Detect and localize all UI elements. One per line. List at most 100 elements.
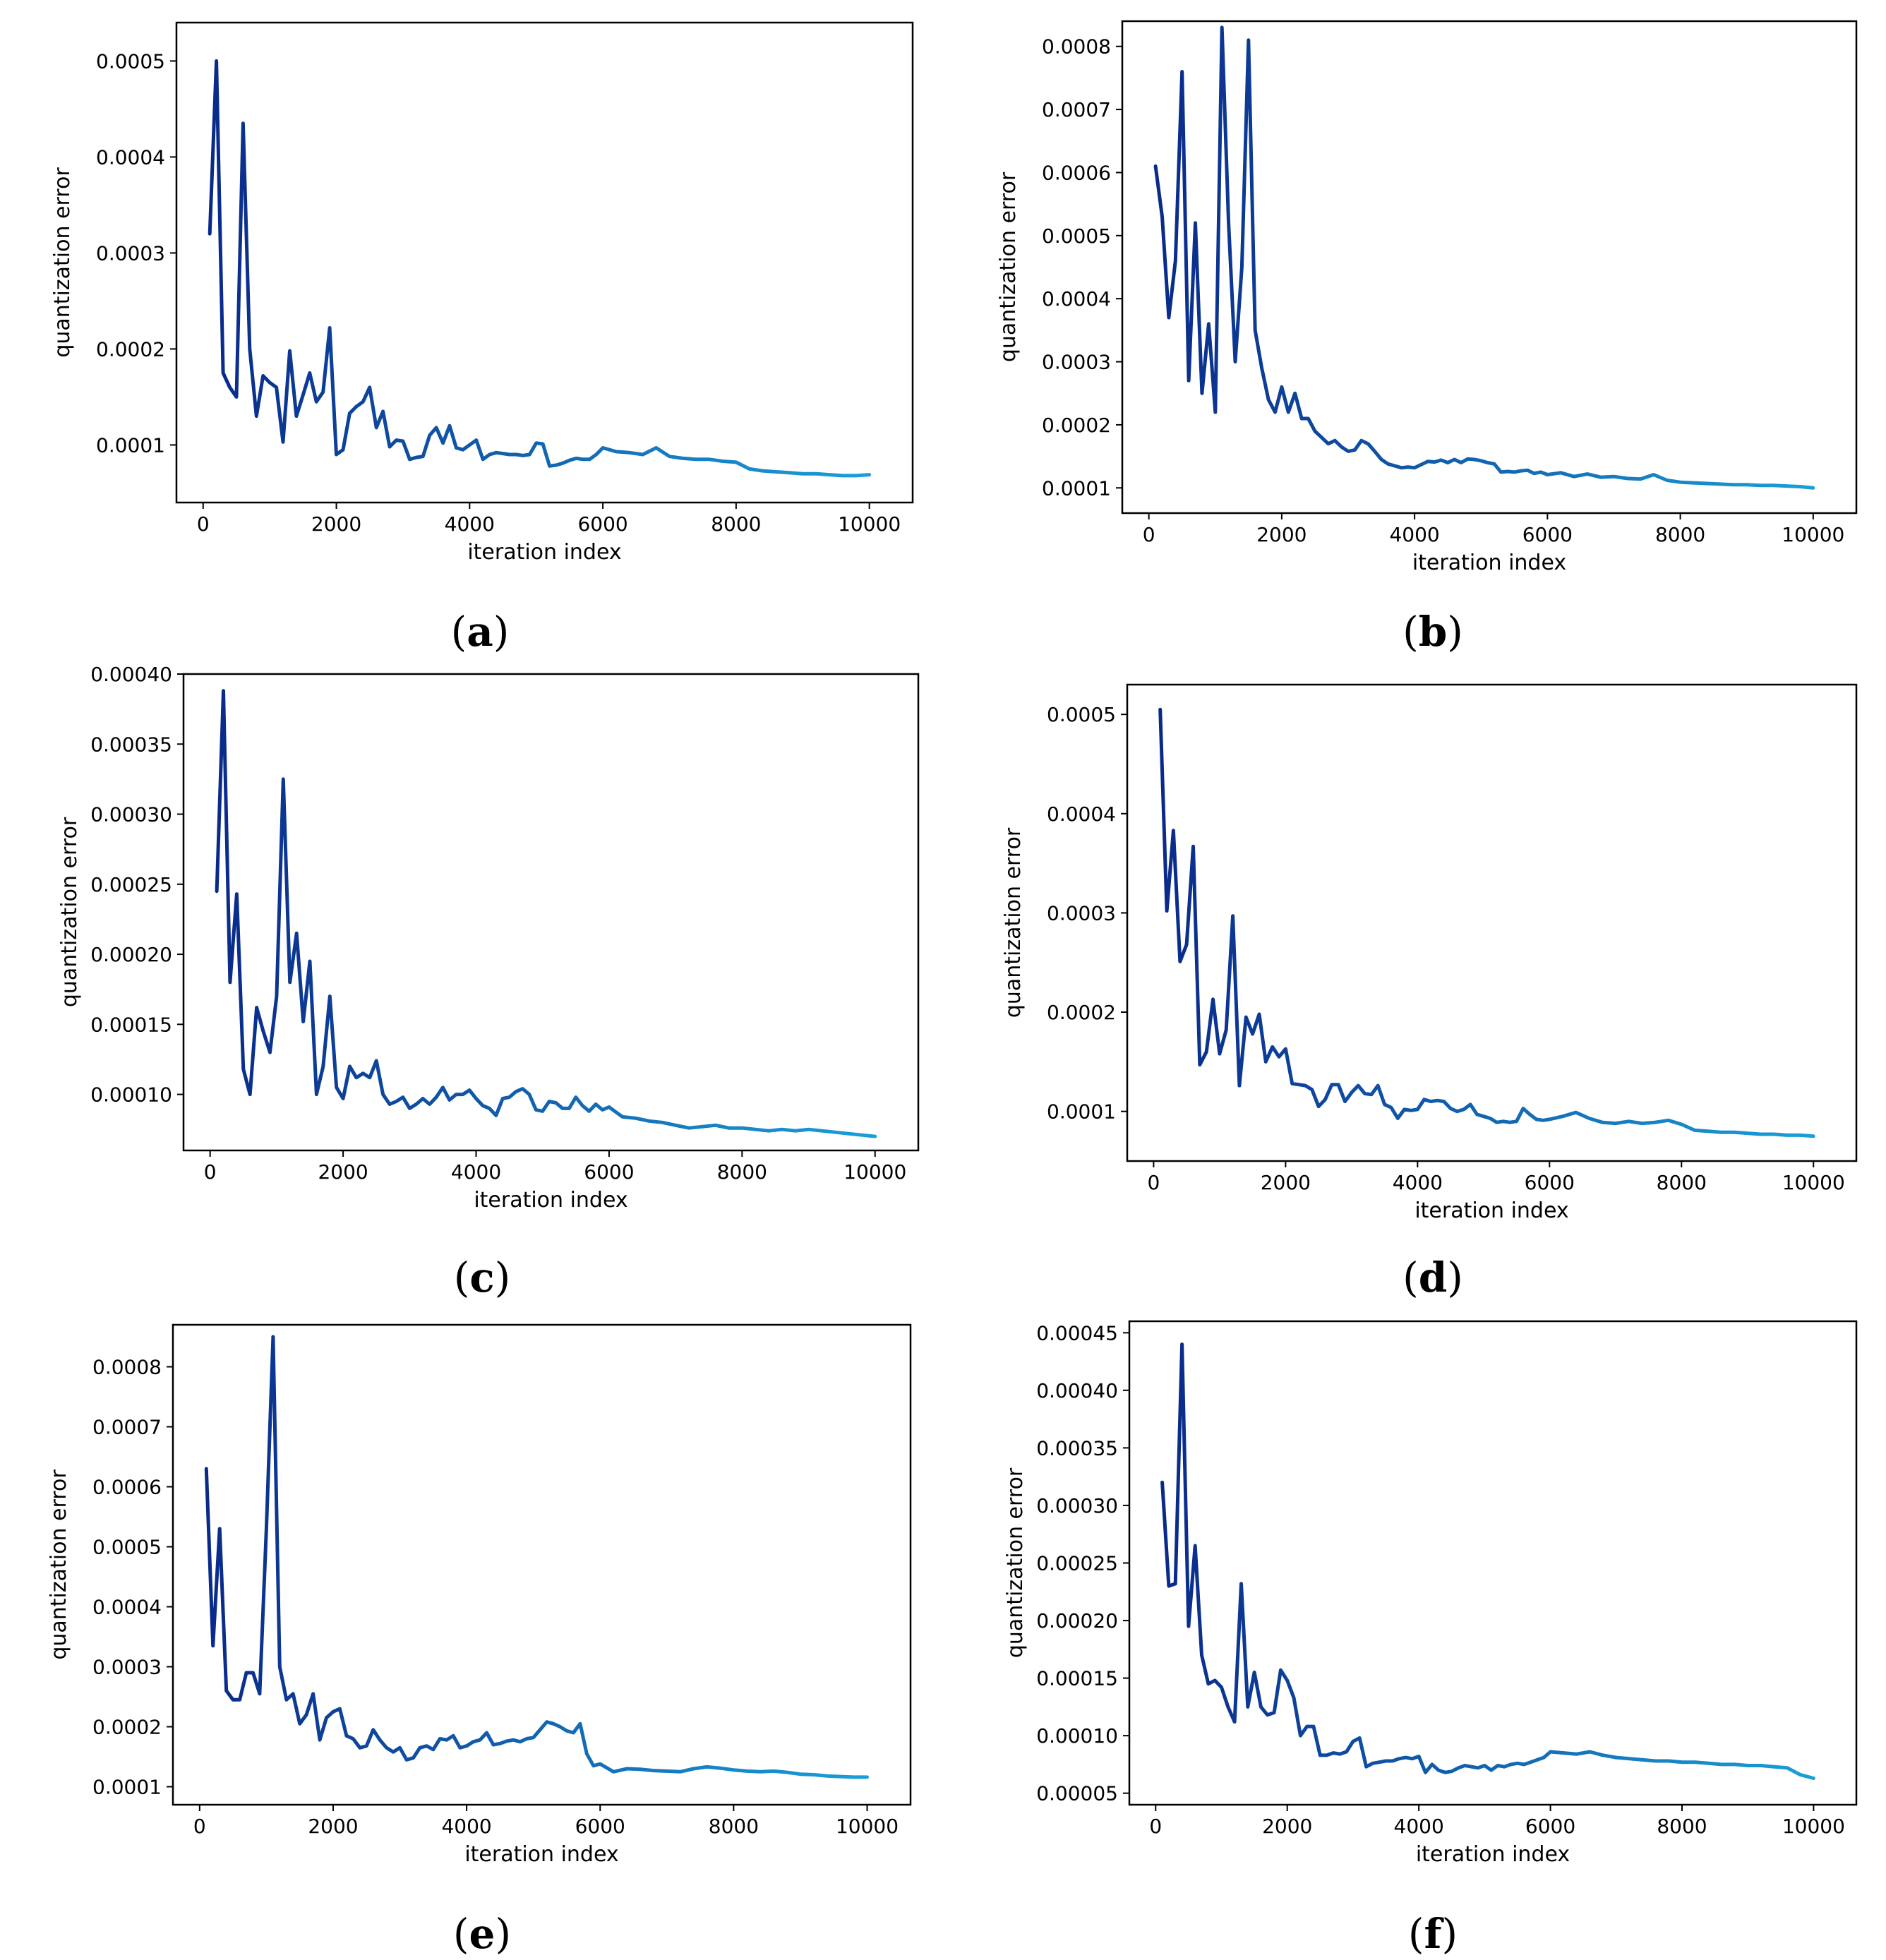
y-tick-label: 0.0008 bbox=[92, 1356, 162, 1379]
x-tick-label: 4000 bbox=[1394, 1815, 1444, 1838]
panel-caption: (a) bbox=[451, 608, 510, 656]
x-axis-label: iteration index bbox=[1416, 1842, 1570, 1867]
x-tick-label: 8000 bbox=[709, 1815, 759, 1838]
panel-caption: (f) bbox=[1408, 1910, 1458, 1958]
panel-caption: (e) bbox=[453, 1910, 511, 1958]
x-axis-label: iteration index bbox=[1414, 1198, 1568, 1223]
panel-caption-letter: a bbox=[467, 608, 493, 656]
x-tick-label: 10000 bbox=[836, 1815, 899, 1838]
panel-caption: (c) bbox=[454, 1253, 511, 1301]
x-tick-label: 2000 bbox=[318, 1160, 368, 1184]
x-tick-label: 6000 bbox=[584, 1160, 634, 1184]
data-series-line bbox=[1158, 707, 1815, 1138]
x-tick-label: 0 bbox=[193, 1815, 206, 1838]
x-tick-label: 10000 bbox=[1782, 1815, 1845, 1838]
plot-frame bbox=[175, 21, 914, 504]
y-axis-label: quantization error bbox=[1003, 1467, 1028, 1658]
y-tick-label: 0.00040 bbox=[90, 663, 172, 686]
x-tick-label: 6000 bbox=[1525, 1171, 1575, 1194]
y-axis-label: quantization error bbox=[47, 1469, 71, 1660]
x-tick-label: 0 bbox=[197, 512, 210, 536]
y-tick-label: 0.00040 bbox=[1036, 1379, 1118, 1402]
x-tick-label: 4000 bbox=[451, 1160, 501, 1184]
y-tick-label: 0.0006 bbox=[1042, 161, 1111, 184]
data-series-line bbox=[204, 1335, 869, 1779]
plot-frame bbox=[182, 673, 920, 1152]
y-tick-label: 0.0004 bbox=[96, 145, 165, 169]
y-tick-label: 0.0004 bbox=[92, 1596, 162, 1619]
x-tick-label: 4000 bbox=[441, 1815, 491, 1838]
y-tick-label: 0.00015 bbox=[1036, 1667, 1118, 1690]
x-axis-label: iteration index bbox=[1412, 551, 1566, 575]
y-tick-label: 0.0001 bbox=[92, 1776, 162, 1799]
x-tick-label: 2000 bbox=[308, 1815, 358, 1838]
x-tick-label: 4000 bbox=[445, 512, 495, 536]
x-tick-label: 8000 bbox=[1657, 1815, 1707, 1838]
x-tick-label: 10000 bbox=[838, 512, 901, 536]
y-tick-label: 0.00010 bbox=[90, 1083, 172, 1107]
x-tick-label: 10000 bbox=[1782, 1171, 1845, 1194]
y-tick-label: 0.0003 bbox=[1042, 351, 1111, 374]
y-tick-label: 0.0005 bbox=[96, 49, 165, 73]
y-tick-label: 0.0002 bbox=[96, 337, 165, 361]
y-tick-label: 0.0002 bbox=[1047, 1001, 1116, 1024]
chart-panel-d: 0 2000 4000 6000 8000 10000 0.0001 0.0002 0.0003… bbox=[1001, 683, 1858, 1301]
plot-frame bbox=[1121, 20, 1858, 515]
y-tick-label: 0.00030 bbox=[90, 803, 172, 826]
data-series-line bbox=[1153, 25, 1815, 490]
x-axis-label: iteration index bbox=[464, 1842, 618, 1867]
y-tick-label: 0.0004 bbox=[1047, 802, 1116, 826]
y-tick-label: 0.0003 bbox=[92, 1656, 162, 1679]
y-tick-label: 0.00020 bbox=[1036, 1609, 1118, 1633]
chart-panel-b: 0 2000 4000 6000 8000 10000 0.0001 0.0002 0.0003… bbox=[996, 20, 1858, 656]
x-axis-label: iteration index bbox=[474, 1188, 627, 1213]
panel-caption-letter: d bbox=[1419, 1253, 1448, 1301]
x-tick-label: 8000 bbox=[1655, 523, 1705, 546]
x-tick-label: 6000 bbox=[1525, 1815, 1575, 1838]
x-tick-label: 6000 bbox=[1522, 523, 1573, 546]
y-axis-label: quantization error bbox=[57, 817, 82, 1007]
x-tick-label: 4000 bbox=[1393, 1171, 1443, 1194]
panel-caption: (d) bbox=[1403, 1253, 1463, 1301]
x-tick-label: 0 bbox=[1147, 1171, 1160, 1194]
panel-caption-letter: b bbox=[1419, 608, 1448, 656]
y-tick-label: 0.00025 bbox=[1036, 1552, 1118, 1575]
x-tick-label: 4000 bbox=[1389, 523, 1439, 546]
x-tick-label: 0 bbox=[1149, 1815, 1162, 1838]
chart-panel-c: 0 2000 4000 6000 8000 10000 0.00010 0.00015 0.00… bbox=[57, 663, 920, 1301]
x-axis-label: iteration index bbox=[467, 540, 621, 565]
y-tick-label: 0.00035 bbox=[90, 733, 172, 756]
y-tick-label: 0.00010 bbox=[1036, 1724, 1118, 1748]
y-tick-label: 0.0002 bbox=[1042, 414, 1111, 437]
y-tick-label: 0.0004 bbox=[1042, 287, 1111, 311]
x-tick-label: 2000 bbox=[1261, 1171, 1311, 1194]
y-tick-label: 0.00015 bbox=[90, 1013, 172, 1036]
chart-panel-a: 0 2000 4000 6000 8000 10000 0.0001 0.0002 0.0003… bbox=[50, 21, 914, 656]
x-tick-label: 0 bbox=[204, 1160, 217, 1184]
y-tick-label: 0.0007 bbox=[1042, 98, 1111, 121]
y-tick-label: 0.00030 bbox=[1036, 1494, 1118, 1517]
x-tick-label: 8000 bbox=[1657, 1171, 1707, 1194]
chart-panel-e: 0 2000 4000 6000 8000 10000 0.0001 0.0002 0.0003… bbox=[47, 1323, 912, 1958]
x-tick-label: 6000 bbox=[577, 512, 627, 536]
y-tick-label: 0.0001 bbox=[96, 433, 165, 457]
chart-panel-f: 0 2000 4000 6000 8000 10000 0.00005 0.00010 0.00… bbox=[1003, 1320, 1858, 1958]
y-tick-label: 0.0001 bbox=[1047, 1100, 1116, 1124]
x-tick-label: 2000 bbox=[1262, 1815, 1312, 1838]
x-tick-label: 10000 bbox=[1782, 523, 1844, 546]
x-tick-label: 8000 bbox=[711, 512, 761, 536]
y-tick-label: 0.0008 bbox=[1042, 35, 1111, 59]
plot-frame bbox=[172, 1323, 912, 1806]
y-axis-label: quantization error bbox=[996, 172, 1021, 362]
y-tick-label: 0.00005 bbox=[1036, 1782, 1118, 1805]
y-tick-label: 0.00045 bbox=[1036, 1321, 1118, 1345]
panel-caption-letter: c bbox=[469, 1253, 494, 1301]
y-axis-label: quantization error bbox=[1001, 827, 1026, 1018]
panel-caption-letter: f bbox=[1424, 1910, 1445, 1958]
x-tick-label: 0 bbox=[1143, 523, 1155, 546]
data-series-line bbox=[1160, 1342, 1815, 1780]
x-tick-label: 6000 bbox=[575, 1815, 625, 1838]
y-tick-label: 0.0001 bbox=[1042, 476, 1111, 500]
panel-caption-letter: e bbox=[469, 1910, 495, 1958]
